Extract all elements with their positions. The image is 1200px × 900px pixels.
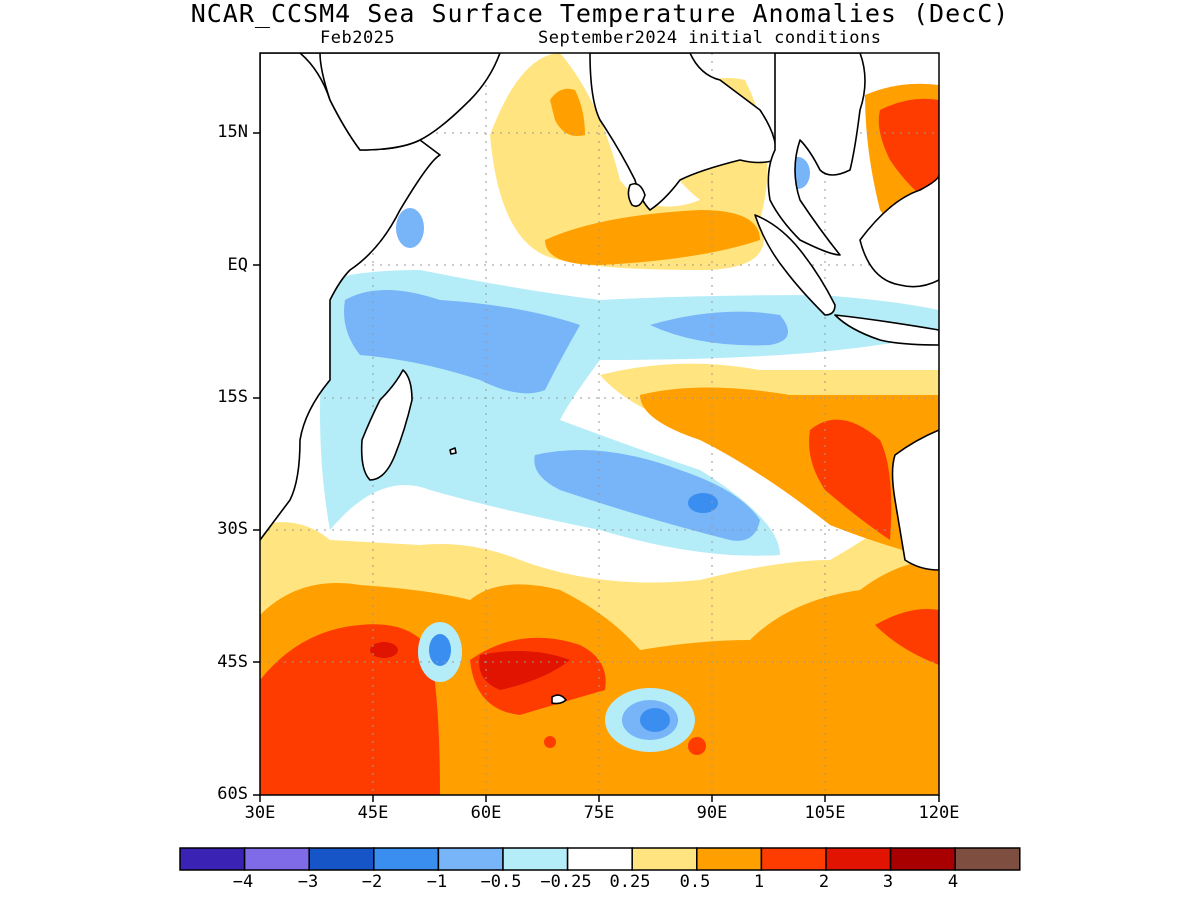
east-equatorial-blue [650,311,788,346]
forecast-month: Feb2025 [320,28,396,48]
colorbar-swatch [760,847,827,871]
arabian-orange [550,88,585,136]
colorbar-label: −3 [297,872,319,892]
colorbar-swatch [631,847,698,871]
warm-spot-south [688,737,706,755]
colorbar-swatch [373,847,440,871]
initial-conditions: September2024 initial conditions [538,28,882,48]
southeast-red [809,419,892,540]
colorbar-swatch [437,847,504,871]
southern-darkred-left [370,642,398,658]
lat-label-eq: EQ [227,255,248,275]
lat-label-60s: 60S [217,784,248,804]
colorbar-label: −2 [361,872,383,892]
colorbar-label: 3 [882,872,894,892]
warm-spot-south-2 [544,736,556,748]
colorbar-swatch [308,847,375,871]
lon-label-60e: 60E [470,803,502,823]
colorbar-label: −1 [426,872,448,892]
java [834,314,939,346]
lon-label-120e: 120E [918,803,960,823]
colorbar-label: 1 [753,872,765,892]
colorbar-swatch [566,847,633,871]
colorbar [179,847,1021,871]
colorbar-swatch [179,847,246,871]
colorbar-label: −4 [232,872,254,892]
colorbar-swatch [954,847,1021,871]
lat-label-45s: 45S [217,652,248,672]
equatorial-blue-core [344,290,580,394]
colorbar-swatch [243,847,310,871]
cold-eddy-east-center [640,708,670,732]
lon-label-90e: 90E [696,803,728,823]
southern-red-left [260,624,440,795]
northeast-red [878,98,939,210]
colorbar-swatch [502,847,569,871]
colorbar-label: 2 [818,872,830,892]
colorbar-swatch [889,847,956,871]
land-masses [260,53,939,705]
southern-darkred-mid [479,651,570,690]
indochina [767,53,866,256]
sri-lanka [627,182,646,208]
borneo [859,174,939,288]
india [589,53,777,211]
tick-marks [253,132,940,802]
colorbar-swatch [696,847,763,871]
lon-label-105e: 105E [804,803,846,823]
madagascar [360,369,413,481]
central-orange [545,210,760,265]
arabia [319,53,501,151]
subtropical-blue-core [688,493,718,513]
cold-eddy-west-core [429,634,451,666]
map-title: NCAR_CCSM4 Sea Surface Temperature Anoma… [190,0,1010,28]
colorbar-label: 0.25 [609,872,651,892]
colorbar-swatch [825,847,892,871]
west-blue-patch [396,208,424,248]
lat-label-15n: 15N [217,122,248,142]
lat-label-15s: 15S [217,387,248,407]
mascarene [449,447,457,455]
lon-label-45e: 45E [357,803,389,823]
colorbar-label: 0.5 [679,872,711,892]
kerguelen [551,694,567,705]
colorbar-label: −0.5 [480,872,522,892]
anomaly-field [260,53,939,795]
colorbar-label: 4 [947,872,959,892]
subtropical-blue [534,450,760,541]
lat-label-30s: 30S [217,519,248,539]
lon-label-75e: 75E [583,803,615,823]
lon-label-30e: 30E [244,803,276,823]
southern-red-east [875,609,939,665]
colorbar-label: −0.25 [540,872,592,892]
sumatra [754,214,836,316]
australia [891,429,939,571]
